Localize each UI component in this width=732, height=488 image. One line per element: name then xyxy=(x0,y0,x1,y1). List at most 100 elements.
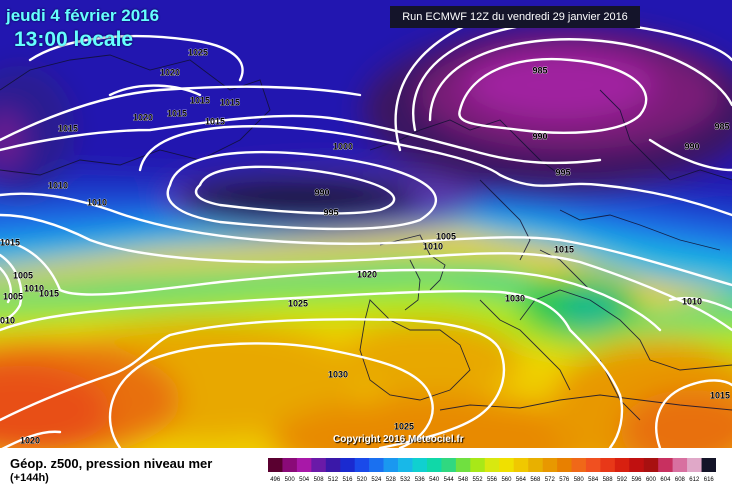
legend-swatch xyxy=(354,458,370,472)
isobars xyxy=(0,8,732,448)
isobar-label: 1005 xyxy=(3,291,23,301)
forecast-lead-time: (+144h) xyxy=(10,472,49,484)
isobar-label: 1025 xyxy=(394,421,414,431)
isobar-label: 1010 xyxy=(0,315,15,325)
forecast-date: jeudi 4 février 2016 xyxy=(6,6,160,25)
legend-tick-label: 612 xyxy=(689,477,700,483)
isobar-label: 1025 xyxy=(288,298,308,308)
isobar-label: 1010 xyxy=(87,197,107,207)
legend-tick-label: 512 xyxy=(328,477,339,483)
legend-swatch xyxy=(369,458,384,472)
legend-swatch xyxy=(398,458,413,472)
legend-swatch xyxy=(412,458,428,472)
legend-tick-label: 540 xyxy=(429,477,440,483)
legend-tick-label: 556 xyxy=(487,477,498,483)
legend-swatch xyxy=(528,458,543,472)
legend-tick-label: 608 xyxy=(675,477,686,483)
isobar-label: 1015 xyxy=(710,390,730,400)
legend-swatch xyxy=(296,458,312,472)
legend-swatch xyxy=(687,458,702,472)
legend-tick-label: 616 xyxy=(704,477,715,483)
legend-tick-label: 516 xyxy=(342,477,353,483)
legend-tick-label: 580 xyxy=(574,477,585,483)
legend-tick-label: 524 xyxy=(371,477,382,483)
legend-swatch xyxy=(311,458,327,472)
forecast-time: 13:00 locale xyxy=(14,28,134,51)
weather-map: 1025 1020 1015 1015 1020 1015 1015 1015 1000 1010… xyxy=(0,0,732,448)
color-scale-legend: 496 500 504 508 512 516 520 524 528 532 536 540 544 5… xyxy=(268,458,716,483)
isobar-label: 1015 xyxy=(39,288,59,298)
copyright-notice: Copyright 2016 Meteociel.fr xyxy=(333,434,464,445)
isobar-label: 985 xyxy=(532,65,547,75)
legend-swatch xyxy=(340,458,356,472)
legend-tick-label: 536 xyxy=(415,477,426,483)
legend-swatch xyxy=(325,458,341,472)
isobar-label: 1030 xyxy=(505,293,525,303)
legend-tick-label: 548 xyxy=(458,477,469,483)
legend-tick-label: 496 xyxy=(270,477,281,483)
isobar-label: 1015 xyxy=(167,108,187,118)
legend-tick-label: 592 xyxy=(617,477,628,483)
legend-swatch xyxy=(282,458,298,472)
legend-swatch xyxy=(499,458,514,472)
legend-swatch xyxy=(643,458,659,472)
isobar-label: 1015 xyxy=(58,123,78,133)
isobar-label: 1020 xyxy=(20,435,40,445)
legend-swatch xyxy=(571,458,587,472)
legend-tick-label: 560 xyxy=(501,477,512,483)
model-run-info: Run ECMWF 12Z du vendredi 29 janvier 201… xyxy=(390,6,640,28)
legend-swatch xyxy=(268,458,283,472)
isobar-label: 990 xyxy=(314,187,329,197)
isobar-label: 1020 xyxy=(357,269,377,279)
legend-swatch xyxy=(383,458,399,472)
legend-swatch xyxy=(672,458,688,472)
legend-tick-label: 552 xyxy=(473,477,484,483)
isobar-label: 1005 xyxy=(436,231,456,241)
legend-swatch xyxy=(513,458,529,472)
isobar-label: 1005 xyxy=(13,270,33,280)
legend-tick-label: 544 xyxy=(444,477,455,483)
legend-swatch xyxy=(455,458,471,472)
isobar-label: 1025 xyxy=(188,47,208,57)
legend-tick-label: 588 xyxy=(603,477,614,483)
legend-swatch xyxy=(426,458,442,472)
legend-tick-label: 508 xyxy=(314,477,325,483)
legend-swatch xyxy=(470,458,486,472)
legend-swatch xyxy=(585,458,601,472)
legend-swatch xyxy=(600,458,616,472)
legend-swatch xyxy=(441,458,457,472)
isobar-label: 1015 xyxy=(0,237,20,247)
legend-tick-label: 576 xyxy=(559,477,570,483)
isobar-label: 1015 xyxy=(554,244,574,254)
isobar-label: 1015 xyxy=(190,95,210,105)
legend-tick-label: 520 xyxy=(357,477,368,483)
legend-tick-label: 528 xyxy=(386,477,397,483)
legend-tick-label: 500 xyxy=(285,477,296,483)
legend-tick-label: 572 xyxy=(545,477,556,483)
isobar-label: 985 xyxy=(714,121,729,131)
isobar-label: 1010 xyxy=(423,241,443,251)
legend-tick-label: 604 xyxy=(660,477,671,483)
isobar-label: 990 xyxy=(684,141,699,151)
geopotential-field xyxy=(0,0,732,448)
legend-tick-label: 584 xyxy=(588,477,599,483)
legend-tick-label: 596 xyxy=(632,477,643,483)
legend-tick-label: 600 xyxy=(646,477,657,483)
isobar-label: 1015 xyxy=(205,116,225,126)
legend-swatch xyxy=(629,458,645,472)
legend-swatch xyxy=(658,458,673,472)
legend-swatch xyxy=(701,458,716,472)
legend-tick-label: 568 xyxy=(530,477,541,483)
isobar-label: 990 xyxy=(532,131,547,141)
isobar-label: 1010 xyxy=(24,283,44,293)
isobar-label: 1015 xyxy=(220,97,240,107)
isobar-label: 995 xyxy=(323,207,338,217)
legend-tick-label: 504 xyxy=(299,477,310,483)
isobar-label: 1030 xyxy=(328,369,348,379)
legend-swatch xyxy=(557,458,572,472)
isobar-label: 995 xyxy=(555,167,570,177)
map-caption: Géop. z500, pression niveau mer xyxy=(10,456,213,471)
legend-tick-label: 564 xyxy=(516,477,527,483)
